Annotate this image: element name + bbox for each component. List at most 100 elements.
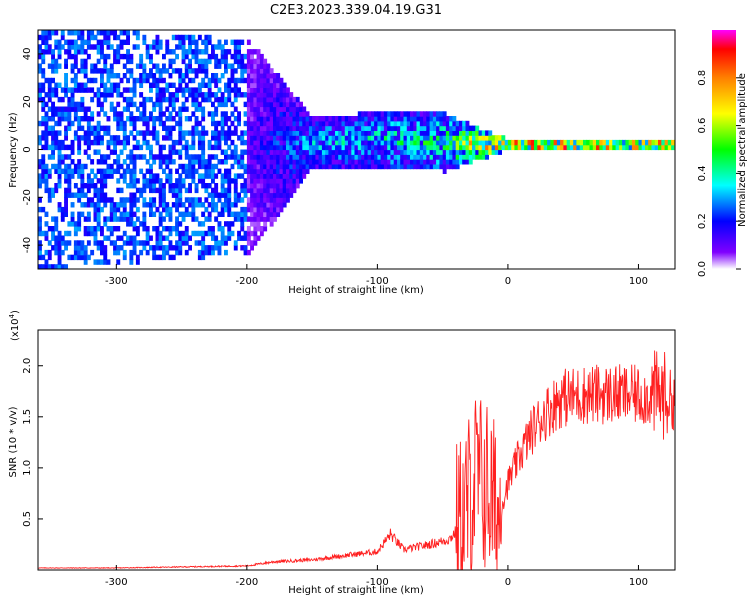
spectrogram-cell (475, 125, 480, 131)
spectrogram-cell (357, 125, 362, 131)
spectrogram-cell (178, 135, 183, 141)
spectrogram-cell (397, 144, 401, 151)
spectrogram-cell (145, 49, 150, 55)
spectrogram-cell (126, 87, 130, 93)
spectrogram-cell (142, 197, 147, 203)
spectrogram-cell (227, 168, 232, 174)
spectrogram-cell (243, 111, 248, 117)
spectrogram-cell (181, 39, 186, 45)
spectrogram-cell (449, 149, 454, 155)
spectrogram-cell (152, 101, 157, 108)
spectrogram-cell (57, 96, 62, 103)
spectrogram-cell (220, 192, 225, 198)
spectrogram-cell (155, 39, 160, 45)
spectrogram-cell (103, 178, 108, 184)
spectrogram-cell (64, 144, 68, 151)
spectrogram-cell (273, 192, 277, 198)
spectrogram-cell (149, 130, 153, 136)
spectrogram-cell (331, 125, 336, 131)
spectrogram-cell (60, 44, 65, 50)
spectrogram-cell (197, 120, 202, 127)
spectrogram-cell (403, 130, 408, 136)
spectrogram-cell (237, 116, 241, 122)
spectrogram-cell (364, 159, 369, 165)
spectrogram-cell (129, 202, 134, 208)
spectrogram-cell (295, 125, 300, 131)
spectrogram-cell (237, 216, 241, 222)
spectrogram-cell (276, 211, 281, 217)
spectrogram-cell (191, 39, 196, 45)
spectrogram-cell (57, 249, 62, 256)
spectrogram-cell (273, 111, 277, 117)
spectrogram-cell (181, 73, 186, 79)
spectrogram-cell (122, 96, 127, 103)
spectrogram-cell (282, 111, 287, 117)
spectrogram-cell (152, 249, 157, 256)
spectrogram-cell (54, 216, 59, 222)
spectrogram-cell (403, 149, 408, 155)
spectrogram-cell (44, 125, 49, 131)
spectrogram-cell (403, 139, 408, 146)
spectrogram-cell (51, 106, 55, 112)
spectrogram-cell (220, 130, 225, 136)
spectrogram-cell (224, 202, 228, 208)
spectrogram-cell (142, 139, 147, 146)
spectrogram-cell (60, 34, 65, 41)
spectrogram-cell (100, 106, 104, 112)
spectrogram-cell (152, 135, 157, 141)
spectrogram-cell (80, 211, 85, 217)
spectrogram-cell (96, 125, 101, 131)
spectrogram-cell (259, 73, 264, 79)
spectrogram-cell (266, 106, 271, 112)
spectrogram-cell (547, 144, 551, 151)
spectrogram-cell (96, 130, 101, 136)
spectrogram-cell (122, 249, 127, 256)
x-tick-label: -200 (236, 577, 259, 588)
spectrogram-cell (135, 206, 140, 213)
spectrogram-cell (237, 58, 241, 65)
spectrogram-cell (145, 183, 150, 189)
spectrogram-cell (113, 53, 117, 60)
spectrogram-cell (171, 34, 176, 41)
spectrogram-cell (211, 226, 215, 232)
spectrogram-cell (273, 116, 277, 122)
spectrogram-cell (220, 44, 225, 50)
spectrogram-cell (370, 120, 375, 127)
spectrogram-cell (165, 178, 170, 184)
spectrogram-cell (197, 130, 202, 136)
spectrogram-cell (135, 44, 140, 50)
spectrogram-cell (224, 101, 228, 108)
spectrogram-cell (383, 130, 388, 136)
spectrogram-cell (122, 125, 127, 131)
spectrogram-cell (481, 135, 486, 141)
spectrogram-cell (83, 245, 88, 251)
spectrogram-cell (184, 63, 189, 69)
spectrogram-cell (194, 96, 199, 103)
spectrogram-cell (67, 116, 72, 122)
spectrogram-cell (341, 154, 346, 160)
spectrogram-cell (152, 39, 157, 45)
spectrogram-cell (449, 135, 454, 141)
spectrogram-cell (184, 154, 189, 160)
spectrogram-cell (348, 163, 352, 170)
spectrogram-cell (194, 197, 199, 203)
spectrogram-cell (86, 77, 91, 84)
spectrogram-cell (387, 163, 392, 170)
spectrogram-cell (41, 49, 46, 55)
spectrogram-cell (168, 230, 173, 237)
spectrogram-cell (51, 216, 55, 222)
spectrogram-cell (256, 120, 261, 127)
spectrogram-cell (250, 173, 254, 179)
spectrogram-cell (73, 53, 78, 60)
spectrogram-cell (64, 87, 68, 93)
spectrogram-cell (93, 173, 98, 179)
spectrogram-cell (188, 116, 192, 122)
spectrogram-cell (667, 139, 672, 146)
spectrogram-cell (57, 245, 62, 251)
spectrogram-cell (129, 168, 134, 174)
spectrogram-cell (282, 116, 287, 122)
spectrogram-cell (308, 116, 313, 122)
spectrogram-cell (80, 240, 85, 246)
spectrogram-cell (184, 226, 189, 232)
spectrogram-cell (233, 149, 238, 155)
